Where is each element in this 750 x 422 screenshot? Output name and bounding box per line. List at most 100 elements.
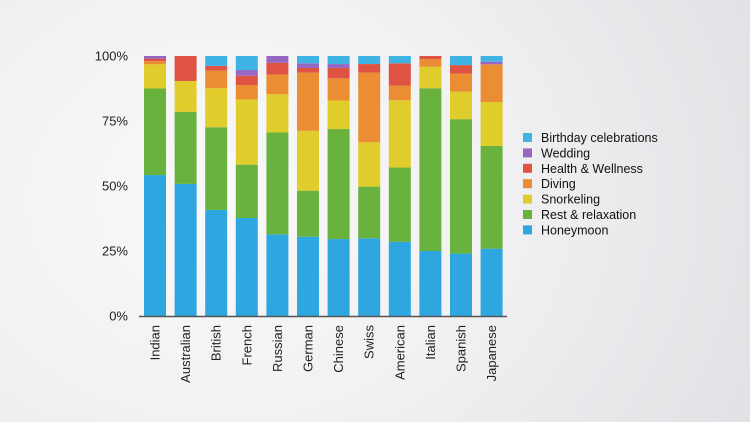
bar-segment-honeymoon: [297, 236, 319, 316]
bar-segment-diving: [327, 78, 350, 101]
legend-label: Snorkeling: [541, 193, 600, 207]
legend-swatch: [523, 148, 532, 158]
bar-segment-honeymoon: [205, 209, 228, 316]
bar-segment-diving: [419, 59, 442, 67]
bar-segment-health-wellness: [450, 65, 472, 74]
legend-item: Rest & relaxation: [523, 208, 636, 222]
bar-segment-birthday-celebrations: [205, 56, 228, 66]
bar-stack-chinese: [327, 56, 350, 316]
x-tick-label: Spanish: [454, 325, 469, 372]
bar-segment-snorkeling: [450, 91, 472, 120]
bar-segment-wedding: [144, 56, 166, 59]
bar-segment-birthday-celebrations: [235, 56, 258, 71]
bar-stack-american: [388, 56, 411, 316]
legend-item: Wedding: [523, 146, 590, 160]
bar-segment-diving: [266, 74, 289, 95]
bar-segment-honeymoon: [174, 183, 197, 316]
x-tick-label: Italian: [423, 325, 438, 360]
legend-item: Diving: [523, 177, 576, 191]
bar-segment-snorkeling: [235, 99, 258, 165]
x-axis-labels: Indian Australian British French Russian Germ…: [148, 325, 500, 383]
legend-label: Birthday celebrations: [541, 131, 658, 145]
bar-segment-snorkeling: [388, 100, 411, 168]
bar-segment-diving: [480, 64, 503, 103]
bar-segment-diving: [144, 61, 166, 65]
bar-segment-health-wellness: [235, 75, 258, 86]
y-axis: 0% 25% 50% 75% 100%: [95, 49, 129, 324]
bar-stack-indian: [144, 56, 166, 316]
bar-segment-health-wellness: [174, 56, 197, 81]
bar-stack-italian: [419, 56, 442, 316]
bar-segment-honeymoon: [266, 234, 289, 316]
legend-label: Wedding: [541, 146, 590, 160]
bar-segment-rest-relaxation: [297, 190, 319, 237]
bar-segment-wedding: [266, 56, 289, 63]
bar-segment-diving: [235, 85, 258, 100]
bar-segment-honeymoon: [450, 253, 472, 316]
y-tick-label: 100%: [95, 49, 129, 64]
bar-segment-health-wellness: [144, 58, 166, 62]
bars: [144, 56, 503, 316]
x-tick-label: Japanese: [484, 325, 499, 381]
bar-segment-wedding: [327, 64, 350, 68]
legend-swatch: [523, 133, 532, 142]
bar-segment-rest-relaxation: [266, 132, 289, 235]
bar-stack-japanese: [480, 56, 503, 316]
bar-segment-health-wellness: [327, 67, 350, 79]
legend-swatch: [523, 194, 532, 204]
x-tick-label: German: [301, 325, 316, 372]
bar-stack-spanish: [450, 56, 472, 316]
x-tick-label: Australian: [178, 325, 193, 383]
bar-segment-honeymoon: [480, 248, 503, 316]
x-tick-label: American: [392, 325, 407, 380]
legend-label: Health & Wellness: [541, 162, 643, 176]
bar-segment-birthday-celebrations: [327, 56, 350, 65]
bar-segment-honeymoon: [358, 238, 381, 316]
bar-segment-rest-relaxation: [480, 145, 503, 249]
x-tick-label: Swiss: [362, 325, 377, 359]
bar-segment-rest-relaxation: [174, 111, 197, 184]
x-tick-label: Russian: [270, 325, 285, 372]
bar-stack-australian: [174, 56, 197, 316]
bar-segment-wedding: [480, 61, 503, 65]
bar-segment-wedding: [297, 63, 319, 68]
bar-segment-diving: [205, 70, 228, 89]
bar-segment-rest-relaxation: [358, 186, 381, 239]
legend-item: Birthday celebrations: [523, 131, 658, 145]
bar-stack-french: [235, 56, 258, 316]
bar-segment-health-wellness: [297, 67, 319, 73]
bar-stack-swiss: [358, 56, 381, 316]
bar-segment-honeymoon: [388, 241, 411, 316]
x-tick-label: British: [209, 325, 224, 361]
bar-segment-diving: [297, 72, 319, 131]
bar-segment-birthday-celebrations: [388, 56, 411, 64]
bar-segment-rest-relaxation: [205, 127, 228, 210]
bar-segment-birthday-celebrations: [480, 56, 503, 62]
bar-segment-snorkeling: [144, 64, 166, 89]
x-tick-label: French: [239, 325, 254, 365]
y-tick-label: 0%: [109, 309, 128, 324]
legend-label: Rest & relaxation: [541, 208, 636, 222]
bar-segment-rest-relaxation: [235, 164, 258, 218]
bar-segment-snorkeling: [358, 142, 381, 187]
bar-segment-health-wellness: [388, 63, 411, 86]
legend-swatch: [523, 163, 532, 173]
bar-segment-birthday-celebrations: [358, 56, 381, 65]
legend-swatch: [523, 225, 532, 235]
bar-segment-snorkeling: [297, 130, 319, 191]
bar-segment-diving: [358, 72, 381, 143]
bar-segment-birthday-celebrations: [297, 56, 319, 64]
y-tick-label: 25%: [102, 244, 128, 259]
bar-segment-snorkeling: [266, 94, 289, 133]
bar-segment-rest-relaxation: [327, 129, 350, 240]
bar-segment-birthday-celebrations: [450, 56, 472, 66]
legend-item: Snorkeling: [523, 193, 600, 207]
bar-segment-rest-relaxation: [144, 88, 166, 176]
bar-segment-diving: [388, 85, 411, 101]
bar-segment-snorkeling: [205, 88, 228, 128]
bar-stack-british: [205, 56, 228, 316]
legend-item: Health & Wellness: [523, 162, 643, 176]
bar-segment-snorkeling: [327, 100, 350, 130]
legend-label: Diving: [541, 177, 576, 191]
